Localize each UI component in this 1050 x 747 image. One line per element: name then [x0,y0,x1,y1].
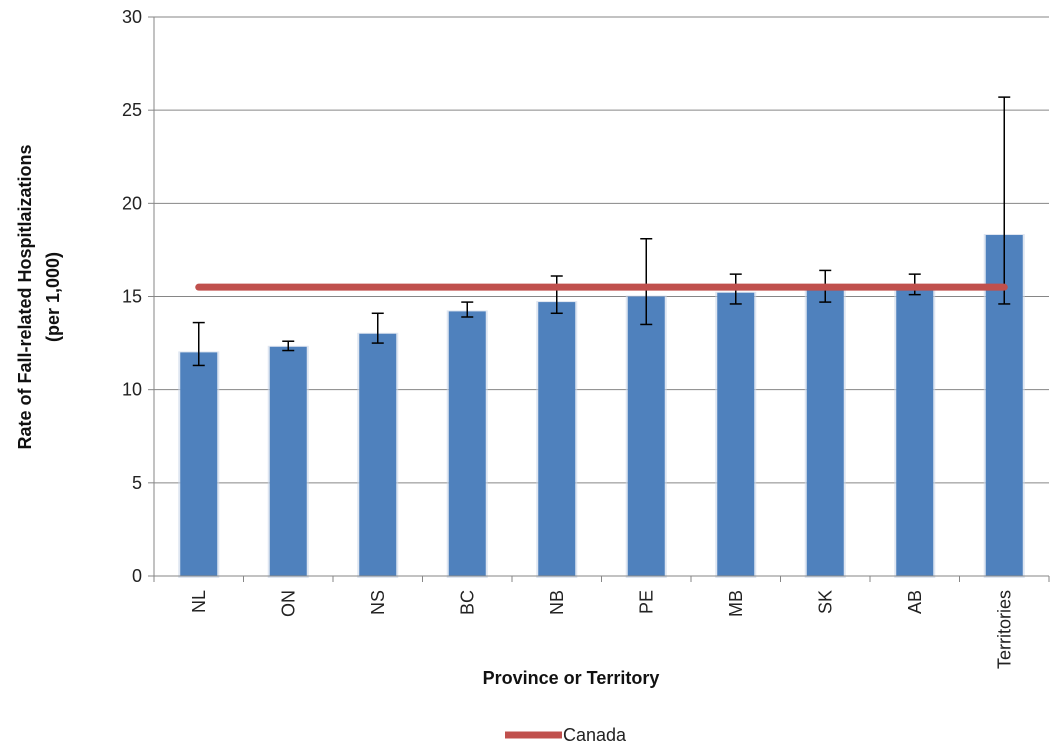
y-tick-labels: 0 5 10 15 20 25 30 [122,7,142,586]
bar-pe [627,296,665,576]
x-tick-label-ns: NS [368,590,388,615]
x-tick-label-ab: AB [905,590,925,614]
bars [178,234,1025,578]
x-tick-label-on: ON [278,590,298,617]
bar-sk [806,287,844,576]
bar-on [269,346,307,576]
bar-nb [538,302,576,576]
x-tick-label-sk: SK [815,590,835,614]
bar-nl [180,352,218,576]
y-tick-label-10: 10 [122,380,142,400]
y-tick-label-30: 30 [122,7,142,27]
axes [148,16,1050,582]
y-axis-title-line-2: (per 1,000) [43,252,63,342]
x-tick-label-bc: BC [457,590,477,615]
x-tick-label-pe: PE [636,590,656,614]
x-tick-label-territories: Territories [994,590,1014,669]
y-tick-label-15: 15 [122,287,142,307]
x-axis-title: Province or Territory [483,668,660,688]
y-axis-title: Rate of Fall-related Hospitlaizations (p… [15,144,63,449]
x-tick-labels: NL ON NS BC NB PE MB SK AB Territories [189,590,1015,669]
legend-label-canada: Canada [563,725,627,745]
error-bars [192,96,1011,367]
bar-mb [717,292,755,576]
bar-ab [896,285,934,576]
x-tick-label-nl: NL [189,590,209,613]
y-tick-label-5: 5 [132,473,142,493]
y-axis-title-line-1: Rate of Fall-related Hospitlaizations [15,144,35,449]
bar-bc [448,311,486,576]
y-tick-label-0: 0 [132,566,142,586]
bar-ns [359,333,397,576]
x-tick-label-nb: NB [547,590,567,615]
y-tick-label-20: 20 [122,193,142,213]
y-tick-label-25: 25 [122,100,142,120]
legend: Canada [505,725,627,745]
x-tick-label-mb: MB [726,590,746,617]
